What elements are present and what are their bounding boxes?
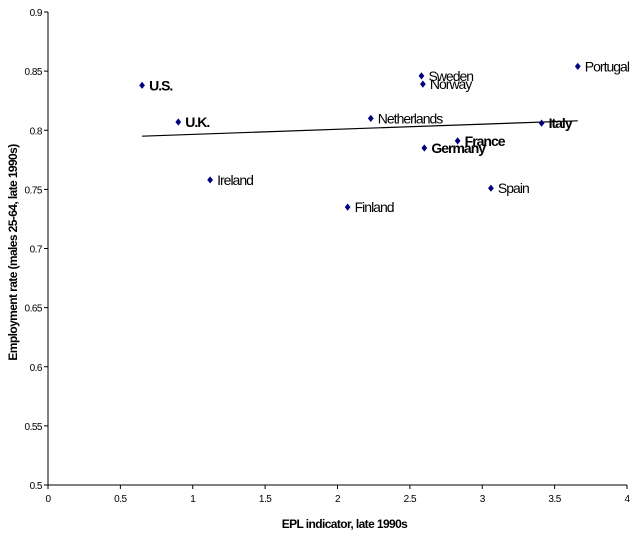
point-marker-netherlands [367,114,374,123]
x-tick-label: 3.5 [548,494,561,505]
point-marker-germany [421,144,428,152]
point-label-ireland: Ireland [217,172,253,188]
point-marker-spain [488,184,494,192]
point-marker-u-k [175,118,182,126]
x-tick-label: 2 [335,494,341,505]
x-tick-label: 1.5 [259,494,272,505]
x-tick-label: 4 [624,494,630,505]
point-label-u-s: U.S. [149,77,172,93]
y-tick-label: 0.75 [25,185,43,196]
y-tick-label: 0.7 [30,245,43,256]
point-label-italy: Italy [549,115,573,131]
point-marker-u-s [139,81,145,89]
point-marker-ireland [207,176,213,184]
y-tick-label: 0.5 [30,481,43,492]
point-marker-finland [344,203,351,211]
x-tick-label: 2.5 [404,494,417,505]
x-tick-label: 0.5 [114,494,127,505]
point-label-netherlands: Netherlands [378,110,443,126]
point-label-u-k: U.K. [185,114,209,130]
trendline [142,120,578,137]
y-tick-label: 0.65 [25,304,43,315]
x-tick-label: 0 [45,494,51,505]
data-points: U.S. U.K. Ireland Finland Netherlands SwedenN… [139,58,631,215]
y-tick-label: 0.8 [30,126,43,137]
x-tick-label: 3 [480,494,486,505]
y-tick-label: 0.85 [25,67,43,78]
x-axis-title: EPL indicator, late 1990s [282,517,408,531]
point-label-spain: Spain [498,180,529,196]
point-label-germany: Germany [431,140,486,156]
axes [47,12,627,486]
point-label-sweden: Sweden [428,68,473,84]
point-marker-norway [420,80,426,88]
point-label-france: France [465,133,506,149]
x-tick-label: 1 [190,494,196,505]
y-axis-title: Employment rate (males 25-64, late 1990s… [6,144,20,361]
point-marker-italy [538,119,545,127]
point-marker-sweden [418,72,425,80]
y-tick-label: 0.6 [30,363,43,374]
point-label-portugal: Portugal [585,58,630,74]
point-label-norway: Norway [430,76,472,92]
y-tick-label: 0.9 [30,8,43,19]
y-tick-label: 0.55 [25,422,43,433]
point-marker-portugal [574,62,581,70]
ticks: 0.50.550.60.650.70.750.80.850.90 0.5 1 1.5 2… [25,8,631,505]
point-marker-france [454,137,461,145]
point-label-finland: Finland [355,199,394,215]
